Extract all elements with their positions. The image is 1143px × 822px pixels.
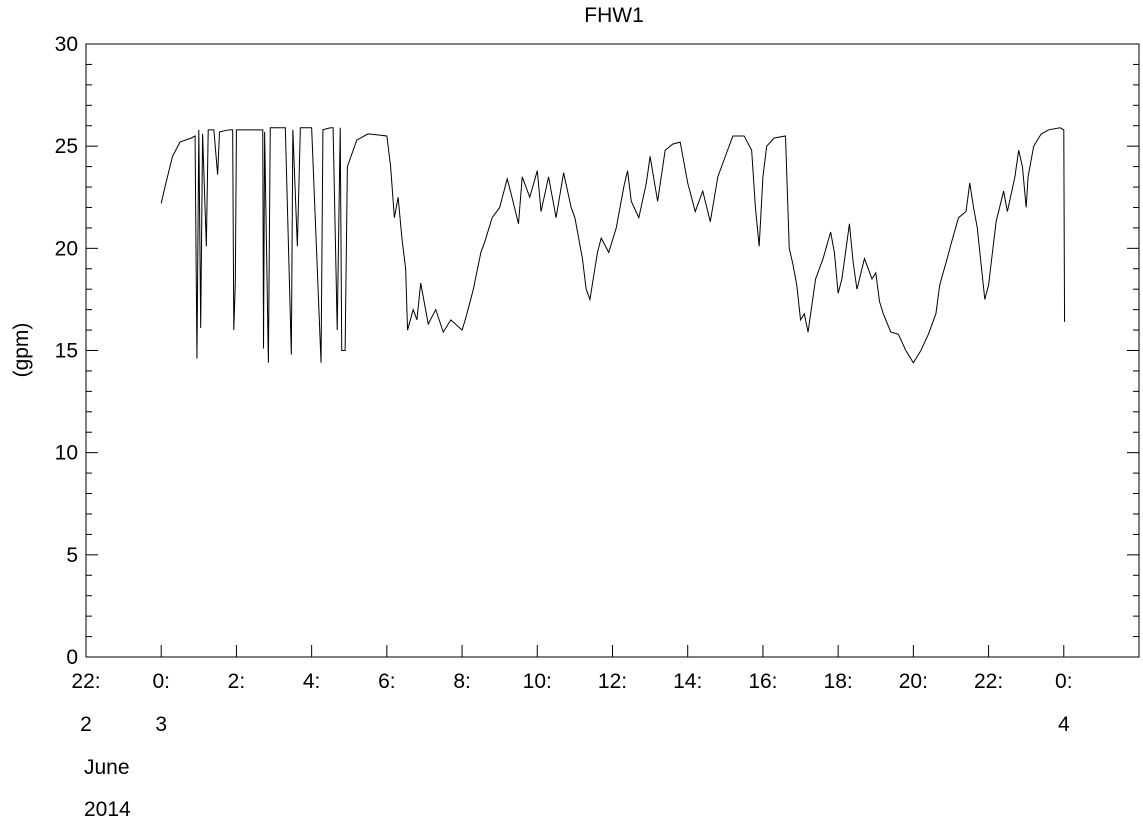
x-tick-label: 16:	[748, 670, 777, 693]
data-line	[160, 127, 1066, 364]
x-tick-label: 10:	[523, 670, 552, 693]
x-tick-label: 0:	[1055, 670, 1073, 693]
chart-title: FHW1	[584, 4, 644, 27]
y-tick-label: 0	[66, 646, 78, 669]
x-tick-label: 20:	[899, 670, 928, 693]
y-tick-label: 30	[55, 33, 78, 56]
x-tick-label: 0:	[152, 670, 170, 693]
x-day-label: 4	[1058, 713, 1070, 736]
x-tick-label: 4:	[303, 670, 321, 693]
y-tick-label: 5	[66, 544, 78, 567]
y-axis-label: (gpm)	[10, 323, 33, 378]
x-tick-label: 8:	[453, 670, 471, 693]
x-tick-label: 14:	[673, 670, 702, 693]
x-tick-label: 22:	[974, 670, 1003, 693]
y-tick-label: 10	[55, 442, 78, 465]
x-year-label: 2014	[84, 798, 131, 821]
y-tick-label: 25	[55, 135, 78, 158]
x-month-label: June	[84, 756, 130, 779]
y-tick-label: 15	[55, 340, 78, 363]
y-tick-label: 20	[55, 237, 78, 260]
x-tick-label: 2:	[228, 670, 246, 693]
x-tick-label: 22:	[71, 670, 100, 693]
x-day-label: 2	[80, 713, 92, 736]
x-tick-label: 6:	[378, 670, 396, 693]
x-tick-label: 18:	[824, 670, 853, 693]
plot-frame	[85, 43, 1140, 658]
x-tick-label: 12:	[598, 670, 627, 693]
x-day-label: 3	[155, 713, 167, 736]
